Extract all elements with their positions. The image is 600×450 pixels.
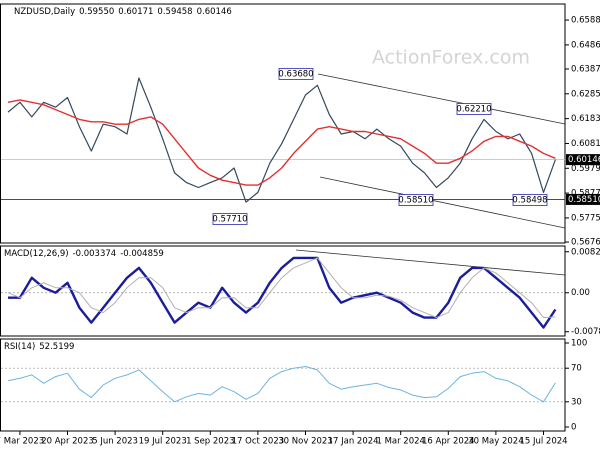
panel-header: MACD(12,26,9) -0.003374 -0.004859 — [4, 249, 164, 259]
header-value: 0.59458 — [157, 7, 192, 17]
series-line — [7, 99, 556, 186]
annotation-label: 0.57710 — [212, 215, 247, 225]
y-tick-label: 70 — [571, 364, 582, 374]
annotation-label: 0.58498 — [512, 196, 547, 206]
y-tick-label: 0.6486 — [571, 40, 600, 50]
price-level-label: 0.58510 — [568, 195, 600, 205]
y-tick-label: 0.00 — [571, 288, 590, 298]
x-tick-label: 5 Jun 2023 — [92, 437, 138, 447]
x-tick-label: 30 May 2024 — [468, 437, 523, 447]
x-tick-label: 7 Mar 2023 — [0, 437, 44, 447]
x-tick-label: 16 Apr 2024 — [422, 437, 475, 447]
series-line — [7, 257, 556, 319]
x-tick-label: 20 Apr 2023 — [41, 437, 94, 447]
header-value: 0.60171 — [118, 7, 153, 17]
series-line — [8, 256, 557, 329]
panel-frame — [0, 338, 566, 432]
y-tick-label: 30 — [571, 397, 582, 407]
header-value: -0.004859 — [120, 249, 164, 259]
header-value: -0.003374 — [73, 249, 117, 259]
header-value: 0.60146 — [197, 7, 232, 17]
y-tick-label: 0.6183 — [571, 114, 600, 124]
panel-header: RSI(14) 52.5199 — [4, 342, 74, 352]
annotation-box — [456, 103, 492, 115]
trend-line — [317, 73, 566, 125]
x-tick-label: 15 Jul 2024 — [519, 437, 567, 447]
y-tick-label: -0.007836 — [571, 327, 600, 337]
x-tick-label: 17 Oct 2023 — [232, 437, 285, 447]
x-tick-label: 17 Jan 2024 — [328, 437, 379, 447]
annotation-label: 0.63680 — [278, 70, 313, 80]
annotation-box — [212, 213, 248, 225]
annotation-box — [398, 194, 434, 206]
price-level-label: 0.60146 — [568, 155, 600, 165]
y-tick-label: 0 — [571, 423, 576, 433]
price-level-box — [566, 193, 600, 205]
trend-line — [319, 176, 566, 229]
x-tick-label: 1 Sep 2023 — [186, 437, 234, 447]
annotation-box — [278, 68, 314, 80]
y-tick-label: 0.008243 — [571, 247, 600, 257]
y-tick-label: 100 — [571, 339, 587, 349]
panel-header: NZDUSD,Daily 0.59550 0.60171 0.59458 0.60146 — [14, 7, 232, 17]
x-tick-label: 19 Jul 2023 — [139, 437, 187, 447]
panel-title: MACD(12,26,9) — [4, 249, 69, 259]
panel-title: RSI(14) — [4, 342, 35, 352]
y-tick-label: 0.6081 — [571, 139, 600, 149]
annotation-label: 0.58510 — [398, 196, 433, 206]
x-tick-label: 1 Mar 2024 — [376, 437, 424, 447]
x-tick-label: 30 Nov 2023 — [278, 437, 332, 447]
panel-title: NZDUSD,Daily — [14, 7, 75, 17]
watermark: ActionForex.com — [372, 47, 530, 69]
header-value: 0.59550 — [79, 7, 114, 17]
header-value: 52.5199 — [39, 342, 74, 352]
series-line — [7, 366, 556, 403]
panel-frame — [0, 245, 566, 337]
annotation-label: 0.62210 — [456, 105, 491, 115]
price-level-box — [566, 154, 600, 166]
annotation-box — [512, 194, 548, 206]
y-tick-label: 0.5979 — [571, 164, 600, 174]
panel-frame — [0, 3, 566, 244]
trend-line — [295, 249, 566, 276]
